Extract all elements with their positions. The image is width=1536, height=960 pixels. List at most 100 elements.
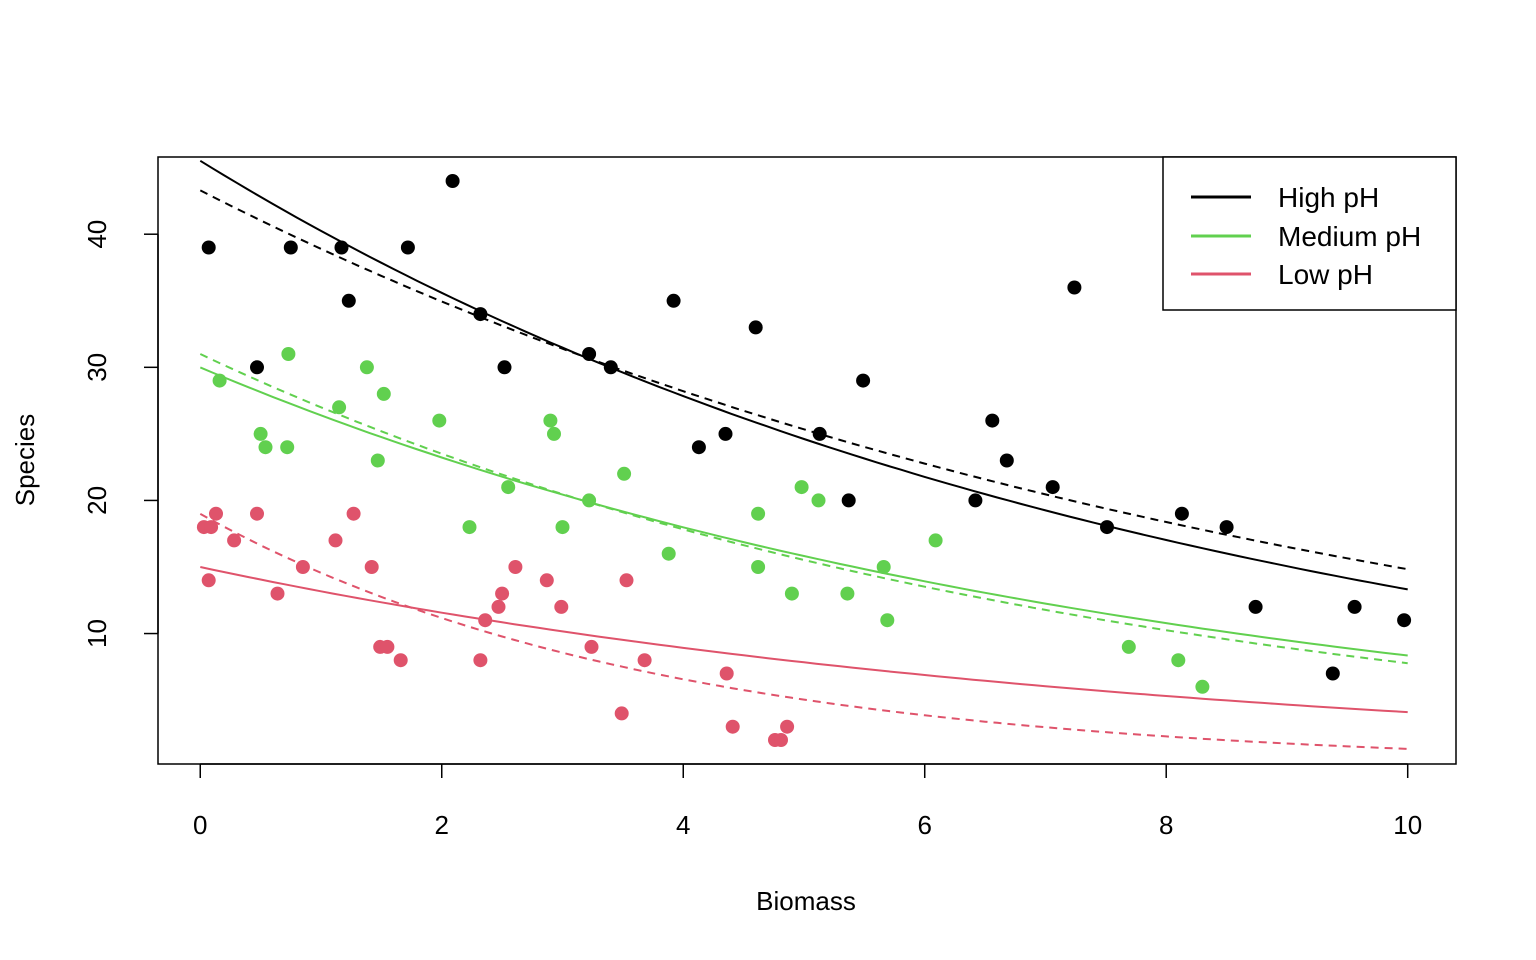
data-point-2 (495, 586, 510, 601)
data-point-1 (543, 413, 558, 428)
fit-lines (199, 159, 1408, 750)
data-point-2 (554, 599, 569, 614)
fit-line-solid-2 (200, 566, 1408, 714)
data-point-2 (619, 573, 634, 588)
data-point-0 (1100, 520, 1114, 535)
data-point-1 (555, 520, 570, 535)
data-point-2 (508, 560, 523, 574)
y-tick-label: 30 (82, 353, 112, 382)
data-point-2 (204, 520, 219, 535)
data-point-0 (691, 440, 706, 455)
legend-label-medium-ph: Medium pH (1278, 221, 1421, 252)
data-point-1 (811, 493, 826, 508)
data-point-1 (582, 493, 597, 508)
data-point-2 (201, 573, 216, 588)
data-point-2 (774, 733, 788, 747)
legend-label-high-ph: High pH (1278, 182, 1379, 213)
data-point-2 (227, 533, 242, 548)
x-tick-label: 2 (435, 810, 449, 840)
data-point-2 (719, 666, 734, 681)
x-tick-label: 4 (676, 810, 690, 840)
fit-line-dashed-2 (199, 513, 1408, 750)
data-point-0 (250, 360, 264, 375)
data-point-0 (666, 293, 681, 308)
fit-line-dashed-0 (199, 189, 1408, 571)
data-point-1 (880, 613, 895, 628)
data-point-2 (346, 506, 361, 521)
y-axis-title: Species (10, 414, 40, 507)
data-point-0 (400, 240, 415, 255)
data-point-1 (751, 506, 766, 521)
data-point-2 (584, 639, 599, 654)
x-tick-label: 6 (917, 810, 931, 840)
y-axis: 10 20 30 40 (82, 220, 159, 648)
data-point-1 (928, 533, 943, 548)
data-point-0 (856, 373, 871, 388)
data-point-1 (432, 413, 447, 428)
data-point-1 (253, 426, 268, 441)
data-point-2 (328, 533, 343, 548)
data-point-0 (603, 360, 618, 375)
data-point-1 (547, 426, 561, 441)
y-tick-label: 10 (82, 619, 112, 648)
data-point-0 (812, 426, 827, 441)
data-point-2 (473, 653, 488, 668)
fit-line-solid-1 (199, 366, 1408, 657)
x-tick-label: 10 (1393, 810, 1422, 840)
x-tick-label: 8 (1159, 810, 1173, 840)
data-point-2 (478, 613, 493, 628)
data-point-0 (1397, 613, 1412, 628)
data-point-0 (968, 493, 983, 508)
data-point-1 (462, 520, 477, 535)
data-point-1 (280, 440, 295, 455)
y-tick-label: 40 (82, 220, 112, 249)
data-point-1 (370, 453, 385, 468)
x-axis-title: Biomass (756, 886, 856, 916)
data-point-0 (1325, 666, 1340, 681)
data-point-1 (784, 586, 799, 601)
data-point-0 (445, 174, 460, 188)
data-point-0 (341, 293, 356, 308)
data-point-0 (473, 307, 488, 322)
data-point-2 (209, 506, 223, 521)
data-point-1 (281, 347, 296, 361)
data-point-1 (876, 560, 891, 574)
data-point-2 (491, 599, 506, 614)
legend: High pH Medium pH Low pH (1162, 156, 1457, 311)
data-point-0 (748, 320, 763, 335)
x-axis: 0 2 4 6 8 10 (193, 763, 1422, 840)
data-point-2 (539, 573, 554, 588)
data-point-0 (999, 453, 1014, 468)
data-point-0 (283, 240, 298, 255)
data-point-2 (250, 506, 264, 521)
data-point-1 (1121, 639, 1136, 654)
data-point-2 (364, 560, 379, 574)
data-point-1 (751, 560, 766, 574)
data-point-0 (1248, 599, 1263, 614)
data-point-1 (332, 400, 347, 415)
data-point-0 (841, 493, 856, 508)
data-point-1 (501, 480, 516, 495)
data-point-0 (1347, 599, 1362, 614)
data-point-0 (334, 240, 349, 255)
legend-label-low-ph: Low pH (1278, 259, 1373, 290)
data-point-0 (1045, 480, 1060, 495)
data-point-2 (614, 706, 629, 721)
data-point-0 (582, 347, 597, 361)
data-point-2 (380, 639, 395, 654)
data-point-2 (270, 586, 285, 601)
data-point-0 (497, 360, 512, 375)
data-point-0 (1174, 506, 1189, 521)
y-tick-label: 20 (82, 486, 112, 515)
data-point-1 (840, 586, 855, 601)
data-point-0 (1067, 280, 1082, 295)
data-point-1 (212, 373, 227, 388)
legend-box (1162, 156, 1457, 311)
data-point-0 (1219, 520, 1234, 535)
data-point-2 (295, 560, 310, 574)
data-point-2 (725, 719, 740, 734)
data-points (196, 174, 1412, 747)
fit-line-solid-0 (199, 159, 1408, 591)
data-point-0 (201, 240, 216, 255)
